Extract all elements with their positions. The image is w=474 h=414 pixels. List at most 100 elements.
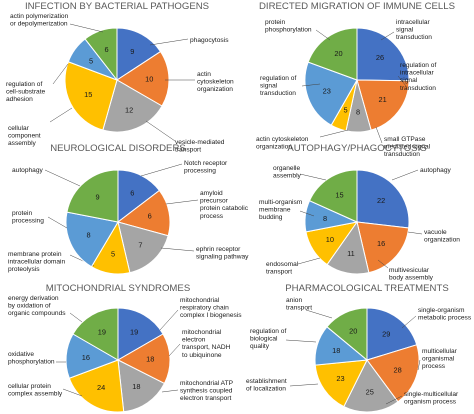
pie-slice — [116, 50, 170, 107]
pie-title: INFECTION BY BACTERIAL PATHOGENS — [25, 1, 209, 12]
leader-line — [301, 83, 321, 87]
pie-panel-autophagy: AUTOPHAGY/PHAGOCYTOSIS 22 autophagy 16 vacuo… — [259, 143, 460, 282]
leader-line — [299, 210, 315, 217]
pie-panel-pharmacological: PHARMACOLOGICAL TREATMENTS 29 single-organ… — [246, 283, 472, 413]
leader-line — [315, 29, 331, 41]
leader-line — [391, 169, 419, 181]
pie-slice-value: 26 — [376, 53, 384, 62]
pie-slice-label: cellular component assembly — [8, 125, 41, 147]
pie-slice-value: 16 — [82, 353, 90, 362]
pie-slice-value: 16 — [377, 239, 385, 248]
pie-slice — [326, 307, 368, 362]
pie-slice-label: single-multicellular organism process — [404, 391, 459, 406]
pie-slice — [117, 359, 166, 413]
pie-slice-value: 8 — [323, 214, 327, 223]
pie-slice-label: vacuole organization — [424, 229, 460, 244]
pie-slice-label: multi-organism membrane budding — [259, 199, 303, 221]
leader-line — [62, 388, 83, 397]
pie-slice-label: actin polymerization or depolymerization — [10, 13, 69, 28]
pie-slice — [314, 359, 368, 408]
pie-slice — [84, 27, 118, 82]
pie-slice-label: autophagy — [12, 167, 44, 174]
pie-slice — [72, 307, 119, 361]
leader-line — [49, 107, 73, 123]
pie-slice-value: 9 — [95, 193, 99, 202]
pie-panel-neurological: NEUROLOGICAL DISORDERS 6 Notch receptor pro… — [8, 143, 249, 275]
pie-slice-value: 12 — [125, 105, 133, 114]
pie-slice — [308, 169, 358, 223]
leader-line — [69, 23, 104, 33]
pie-slice-label: oxidative phosphorylation — [8, 351, 55, 366]
leader-line — [285, 339, 317, 343]
pie-slice-value: 20 — [349, 326, 357, 335]
leader-line — [380, 31, 395, 41]
pie-slice-label: small GTPase mediated signal transduction — [384, 136, 431, 158]
leader-line — [417, 359, 421, 371]
leader-line — [319, 129, 349, 138]
pie-slice-value: 5 — [89, 56, 93, 65]
pie-slice — [356, 221, 410, 274]
pie-slice-label: membrane protein intracellular domain prot… — [8, 251, 66, 273]
pie-slice-value: 5 — [111, 249, 115, 258]
pie-title: DIRECTED MIGRATION OF IMMUNE CELLS — [259, 1, 455, 12]
pie-slice-label: single-organism metabolic process — [418, 307, 472, 322]
pie-slice — [116, 27, 162, 81]
pie-slice — [65, 211, 119, 268]
pie-slice-label: phagocytosis — [190, 37, 229, 44]
leader-line — [160, 247, 195, 252]
pie-slice-value: 10 — [326, 235, 334, 244]
leader-line — [397, 75, 407, 87]
pie-slice — [66, 169, 119, 223]
leader-line — [401, 315, 417, 329]
pie-slice-value: 18 — [146, 355, 154, 364]
pie-slice-value: 18 — [332, 346, 340, 355]
pie-slice-value: 19 — [130, 328, 138, 337]
pie-slice — [356, 169, 410, 229]
leader-line — [161, 389, 179, 393]
pie-title: AUTOPHAGY/PHAGOCYTOSIS — [287, 143, 426, 154]
pie-slice-value: 25 — [366, 388, 374, 397]
pie-slice-label: mitochondrial respiratory chain complex I … — [180, 297, 242, 319]
pie-slice-label: energy derivation by oxidation of organic … — [8, 295, 66, 317]
leader-line — [377, 259, 389, 269]
pie-slice-value: 5 — [343, 106, 347, 115]
pie-slice-value: 24 — [97, 383, 105, 392]
pie-slice-value: 6 — [148, 211, 152, 220]
leader-line — [407, 231, 423, 235]
pie-slice-value: 7 — [138, 241, 142, 250]
pie-slice — [64, 61, 118, 131]
pie-slice-value: 23 — [323, 87, 331, 96]
pie-slice-value: 9 — [130, 47, 134, 56]
pie-slice — [366, 307, 418, 361]
pie-slice-value: 23 — [336, 374, 344, 383]
pie-panel-infection: INFECTION BY BACTERIAL PATHOGENS 9 phagocy… — [6, 1, 234, 154]
pie-title: NEUROLOGICAL DISORDERS — [50, 143, 186, 154]
pie-slice-value: 8 — [356, 108, 360, 117]
leader-line — [52, 63, 69, 85]
pie-slice-value: 20 — [334, 49, 342, 58]
pie-slice-label: regulation of cell-substrate adhesion — [6, 81, 46, 103]
pie-slice-value: 11 — [347, 249, 355, 258]
pie-slice — [356, 27, 410, 82]
pie-slice — [366, 344, 420, 403]
pie-slice — [356, 79, 410, 131]
pie-slice — [307, 27, 358, 81]
leader-line — [165, 199, 199, 205]
pie-slice-label: anion transport — [286, 297, 312, 312]
pie-slice-label: regulation of intracellular signal transduc… — [400, 62, 436, 92]
leader-line — [375, 126, 383, 144]
pie-slice-label: organelle assembly — [273, 165, 302, 180]
leader-line — [149, 38, 189, 46]
leader-line — [305, 309, 333, 319]
pie-slice-value: 21 — [378, 95, 386, 104]
pie-slice-label: multivesicular body assembly — [389, 267, 434, 282]
pie-slice-label: mitochondrial electron transport, NADH to u… — [182, 329, 231, 359]
pie-slice-value: 6 — [104, 45, 108, 54]
pie-slice-value: 6 — [130, 189, 134, 198]
pie-slice — [68, 359, 125, 413]
pie-slice-value: 15 — [335, 190, 343, 199]
pie-slice — [102, 79, 163, 133]
pie-slice-label: establishment of localization — [246, 378, 287, 393]
pie-slice-label: Notch receptor processing — [184, 160, 228, 175]
pie-slice-label: regulation of biological quality — [250, 328, 286, 350]
